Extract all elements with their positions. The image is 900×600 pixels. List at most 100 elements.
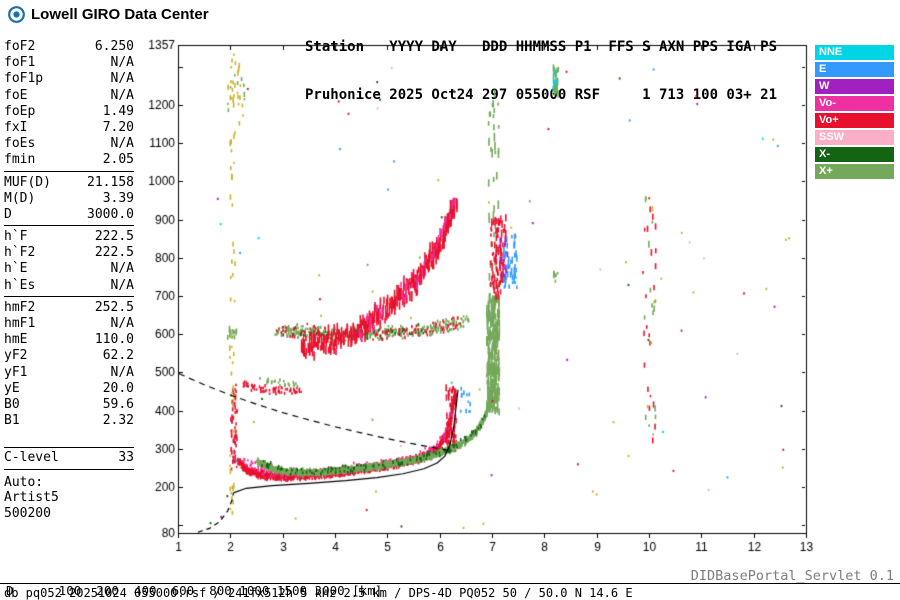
servlet-version-label: DIDBasePortal_Servlet 0.1 xyxy=(690,568,894,584)
param-row: yF1 N/A xyxy=(4,365,134,381)
param-label: yF2 xyxy=(4,348,28,364)
param-value: 59.6 xyxy=(102,396,134,412)
param-row: hmF2 252.5 xyxy=(4,300,134,316)
param-label: h`Es xyxy=(4,277,36,293)
param-label: h`F xyxy=(4,229,28,245)
param-group-peak-parameters: hmF2 252.5 hmF1 N/A hmE 110.0 yF2 62.2 yF1 N/A yE 2… xyxy=(4,300,134,432)
param-label: B1 xyxy=(4,413,20,429)
param-row: foE N/A xyxy=(4,88,134,104)
param-row: fmin 2.05 xyxy=(4,152,134,168)
giro-logo-icon xyxy=(8,6,25,23)
param-value: N/A xyxy=(110,55,134,71)
param-label: yE xyxy=(4,380,20,396)
param-value: 222.5 xyxy=(94,245,134,261)
param-row: foF1 N/A xyxy=(4,55,134,71)
legend-item-ssw: SSW xyxy=(815,130,894,145)
param-label: foF2 xyxy=(4,39,36,54)
param-row: fxI 7.20 xyxy=(4,120,134,136)
autoscaling-info: Auto: Artist5 500200 xyxy=(4,475,134,522)
auto-info-line: 500200 xyxy=(4,505,51,521)
param-label: D xyxy=(4,206,12,222)
param-row: yF2 62.2 xyxy=(4,348,134,364)
param-row: foEp 1.49 xyxy=(4,104,134,120)
legend-item-x: X+ xyxy=(815,164,894,179)
app-title: Lowell GIRO Data Center xyxy=(31,6,209,23)
ionogram-plot xyxy=(145,35,815,555)
param-value: N/A xyxy=(110,277,134,293)
param-label: foF1 xyxy=(4,55,36,71)
param-value: 2.05 xyxy=(102,152,134,168)
param-row: B1 2.32 xyxy=(4,413,134,429)
param-label: MUF(D) xyxy=(4,174,51,190)
legend-item-w: W xyxy=(815,79,894,94)
legend-item-vo: Vo+ xyxy=(815,113,894,128)
param-row: D 3000.0 xyxy=(4,207,134,223)
legend-item-nne: NNE xyxy=(815,45,894,60)
echo-direction-legend: NNE E W Vo- Vo+ SSW X- X+ xyxy=(815,45,894,181)
dmuf-distance-row: D 100 200 400 600 800 1000 1500 3000 [km… xyxy=(6,583,383,598)
param-label: yF1 xyxy=(4,364,28,380)
param-value: 3.39 xyxy=(102,190,134,206)
param-label: fmin xyxy=(4,152,36,168)
confidence-level-group: C-level 33 xyxy=(4,447,134,470)
param-value: N/A xyxy=(110,71,134,87)
param-row: foEs N/A xyxy=(4,136,134,152)
param-value: N/A xyxy=(110,364,134,380)
param-label: h`E xyxy=(4,261,28,277)
param-label: foEp xyxy=(4,103,36,119)
param-value: 110.0 xyxy=(94,332,134,348)
param-row: MUF(D) 21.158 xyxy=(4,175,134,191)
param-label: h`F2 xyxy=(4,245,36,261)
auto-info-line: Artist5 xyxy=(4,490,59,505)
param-value: 7.20 xyxy=(102,119,134,135)
param-label: C-level xyxy=(4,450,59,466)
topbar: Lowell GIRO Data Center xyxy=(8,6,209,23)
param-value: 1.49 xyxy=(102,103,134,119)
param-value: N/A xyxy=(110,87,134,103)
param-value: 3000.0 xyxy=(87,206,134,222)
param-label: M(D) xyxy=(4,190,36,206)
param-value: 2.32 xyxy=(102,413,134,429)
param-label: foEs xyxy=(4,136,36,152)
param-row: h`F 222.5 xyxy=(4,229,134,245)
param-row: hmE 110.0 xyxy=(4,332,134,348)
param-value: 252.5 xyxy=(94,299,134,315)
param-row: C-level 33 xyxy=(4,450,134,466)
param-group-frequencies: foF2 6.250 foF1 N/A foF1p N/A foE N/A foEp 1.49 fx… xyxy=(4,39,134,172)
param-group-virtual-heights: h`F 222.5 h`F2 222.5 h`E N/A h`Es N/A xyxy=(4,229,134,297)
param-value: 33 xyxy=(118,450,134,466)
param-label: hmE xyxy=(4,332,28,348)
param-label: hmF1 xyxy=(4,316,36,331)
status-bar: db pq052 20251024 055000.rsf / 241fx512h… xyxy=(4,586,633,600)
auto-info-line: Auto: xyxy=(4,474,44,490)
param-value: 62.2 xyxy=(102,348,134,364)
dmuf-table: D 100 200 400 600 800 1000 1500 3000 [km… xyxy=(6,555,390,600)
param-row: foF2 6.250 xyxy=(4,39,134,55)
param-row: h`E N/A xyxy=(4,261,134,277)
param-value: N/A xyxy=(110,136,134,152)
param-row: yE 20.0 xyxy=(4,381,134,397)
param-row: foF1p N/A xyxy=(4,71,134,87)
param-value: 20.0 xyxy=(102,380,134,396)
param-label: B0 xyxy=(4,396,20,412)
parameter-panel: foF2 6.250 foF1 N/A foF1p N/A foE N/A foEp 1.49 fx… xyxy=(4,39,134,521)
param-group-muf: MUF(D) 21.158 M(D) 3.39 D 3000.0 xyxy=(4,175,134,227)
param-row: hmF1 N/A xyxy=(4,316,134,332)
param-row: h`F2 222.5 xyxy=(4,245,134,261)
param-row: h`Es N/A xyxy=(4,278,134,294)
footer-separator xyxy=(0,583,900,584)
param-row: M(D) 3.39 xyxy=(4,191,134,207)
param-row: B0 59.6 xyxy=(4,397,134,413)
param-value: 21.158 xyxy=(87,174,134,190)
legend-item-e: E xyxy=(815,62,894,77)
param-value: N/A xyxy=(110,261,134,277)
param-value: 222.5 xyxy=(94,229,134,245)
param-value: N/A xyxy=(110,316,134,331)
ionogram-canvas xyxy=(145,35,815,555)
param-label: foF1p xyxy=(4,71,44,87)
param-label: hmF2 xyxy=(4,299,36,315)
legend-item-x: X- xyxy=(815,147,894,162)
param-label: foE xyxy=(4,87,28,103)
param-label: fxI xyxy=(4,119,28,135)
